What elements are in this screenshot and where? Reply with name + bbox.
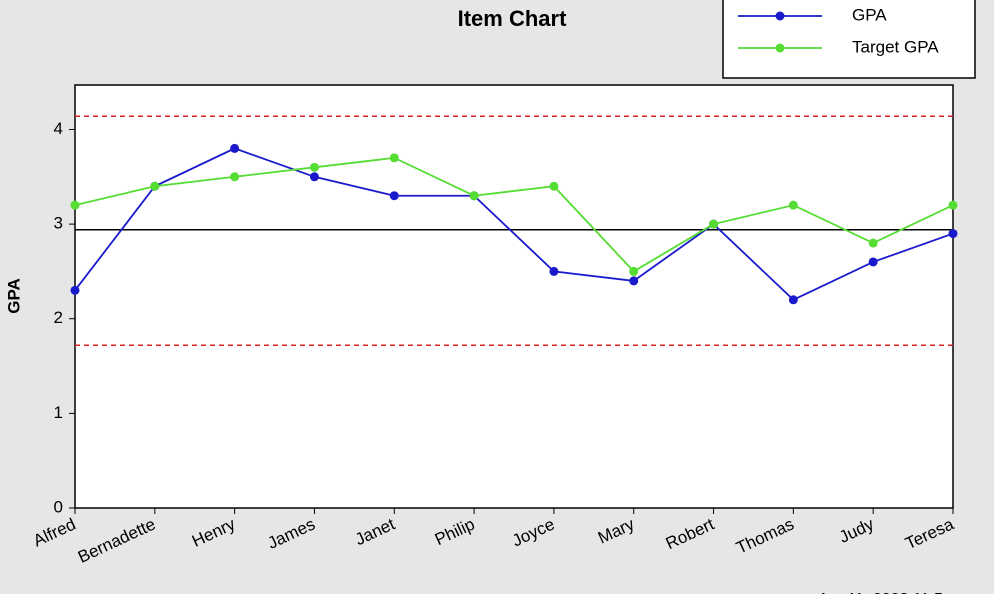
data-point — [230, 172, 240, 182]
series-line — [74, 147, 954, 301]
data-point — [549, 266, 559, 276]
footer: Apr 11, 2008 11:5 — [818, 591, 943, 594]
data-point — [709, 219, 719, 229]
data-point — [868, 257, 878, 267]
data-point — [309, 172, 319, 182]
legend-marker — [775, 43, 785, 53]
data-point — [389, 191, 399, 201]
legend-box — [722, 0, 976, 79]
y-tick-label: 0 — [54, 497, 63, 516]
legend-label: GPA — [852, 5, 887, 24]
data-point — [70, 200, 80, 210]
data-point — [150, 181, 160, 191]
data-point — [389, 153, 399, 163]
series-line — [74, 156, 954, 273]
data-point — [469, 191, 479, 201]
data-point — [309, 162, 319, 172]
data-point — [230, 143, 240, 153]
data-point — [788, 295, 798, 305]
y-tick-label: 2 — [54, 308, 63, 327]
chart-title: Item Chart — [458, 6, 567, 31]
data-point — [948, 229, 958, 239]
data-point — [948, 200, 958, 210]
data-point — [629, 276, 639, 286]
y-tick-label: 4 — [54, 119, 63, 138]
plot-area — [74, 84, 954, 509]
data-point — [549, 181, 559, 191]
legend-label: Target GPA — [852, 37, 939, 56]
legend-marker — [775, 11, 785, 21]
data-point — [629, 266, 639, 276]
y-tick-label: 3 — [54, 214, 63, 233]
data-point — [70, 285, 80, 295]
y-tick-label: 1 — [54, 403, 63, 422]
data-point — [788, 200, 798, 210]
data-point — [868, 238, 878, 248]
y-axis-label: GPA — [4, 278, 23, 314]
